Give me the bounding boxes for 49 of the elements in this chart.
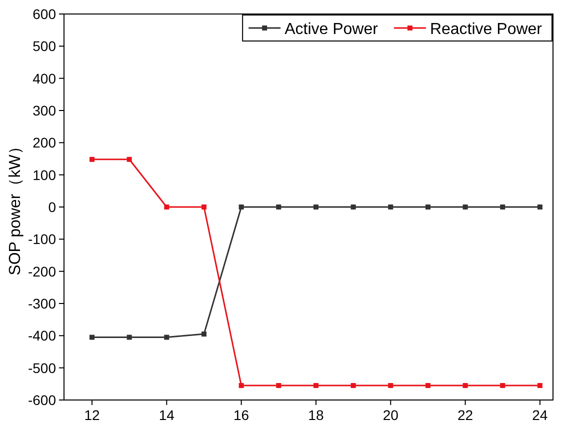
- point: [462, 204, 468, 210]
- point: [500, 383, 506, 388]
- point: [537, 204, 542, 210]
- y-tick-label: 0: [48, 199, 56, 215]
- legend-label: Active Power: [284, 21, 379, 38]
- point: [313, 204, 318, 210]
- point: [164, 204, 170, 210]
- x-tick-label: 14: [158, 407, 175, 423]
- point: [313, 383, 318, 388]
- point: [537, 383, 542, 388]
- legend-label: Reactive Power: [430, 21, 543, 38]
- y-tick-label: -200: [28, 263, 56, 280]
- point: [388, 383, 394, 388]
- point: [126, 334, 132, 340]
- point: [201, 332, 206, 337]
- y-tick-label: 500: [32, 38, 56, 54]
- y-tick-label: 100: [32, 166, 56, 183]
- x-tick-label: 16: [234, 407, 250, 423]
- point: [276, 383, 282, 388]
- point: [425, 383, 430, 388]
- x-tick-label: 20: [382, 407, 399, 423]
- point: [201, 204, 206, 210]
- x-tick-label: 24: [532, 407, 548, 423]
- point: [238, 383, 244, 388]
- x-tick-label: 18: [308, 407, 324, 423]
- point: [425, 204, 430, 210]
- y-tick-label: 300: [32, 102, 56, 118]
- x-tick-label: 12: [84, 407, 100, 423]
- point: [350, 383, 356, 388]
- point: [350, 204, 356, 210]
- point: [500, 204, 506, 210]
- point: [462, 383, 468, 388]
- point: [276, 204, 282, 210]
- point: [238, 204, 244, 210]
- y-tick-label: -500: [28, 360, 56, 376]
- y-tick-label: 600: [32, 6, 56, 22]
- y-tick-label: -400: [28, 328, 56, 344]
- y-axis-title: SOP power（kW）: [7, 138, 24, 276]
- x-tick-label: 22: [457, 407, 474, 423]
- point: [126, 156, 132, 162]
- y-tick-label: -600: [28, 392, 56, 408]
- point: [89, 156, 94, 162]
- point: [164, 334, 170, 340]
- point: [89, 334, 94, 340]
- y-tick-label: 200: [32, 134, 56, 151]
- y-tick-label: -100: [28, 231, 56, 248]
- y-tick-label: -300: [28, 296, 56, 312]
- point: [388, 204, 394, 210]
- y-tick-label: 400: [32, 70, 56, 86]
